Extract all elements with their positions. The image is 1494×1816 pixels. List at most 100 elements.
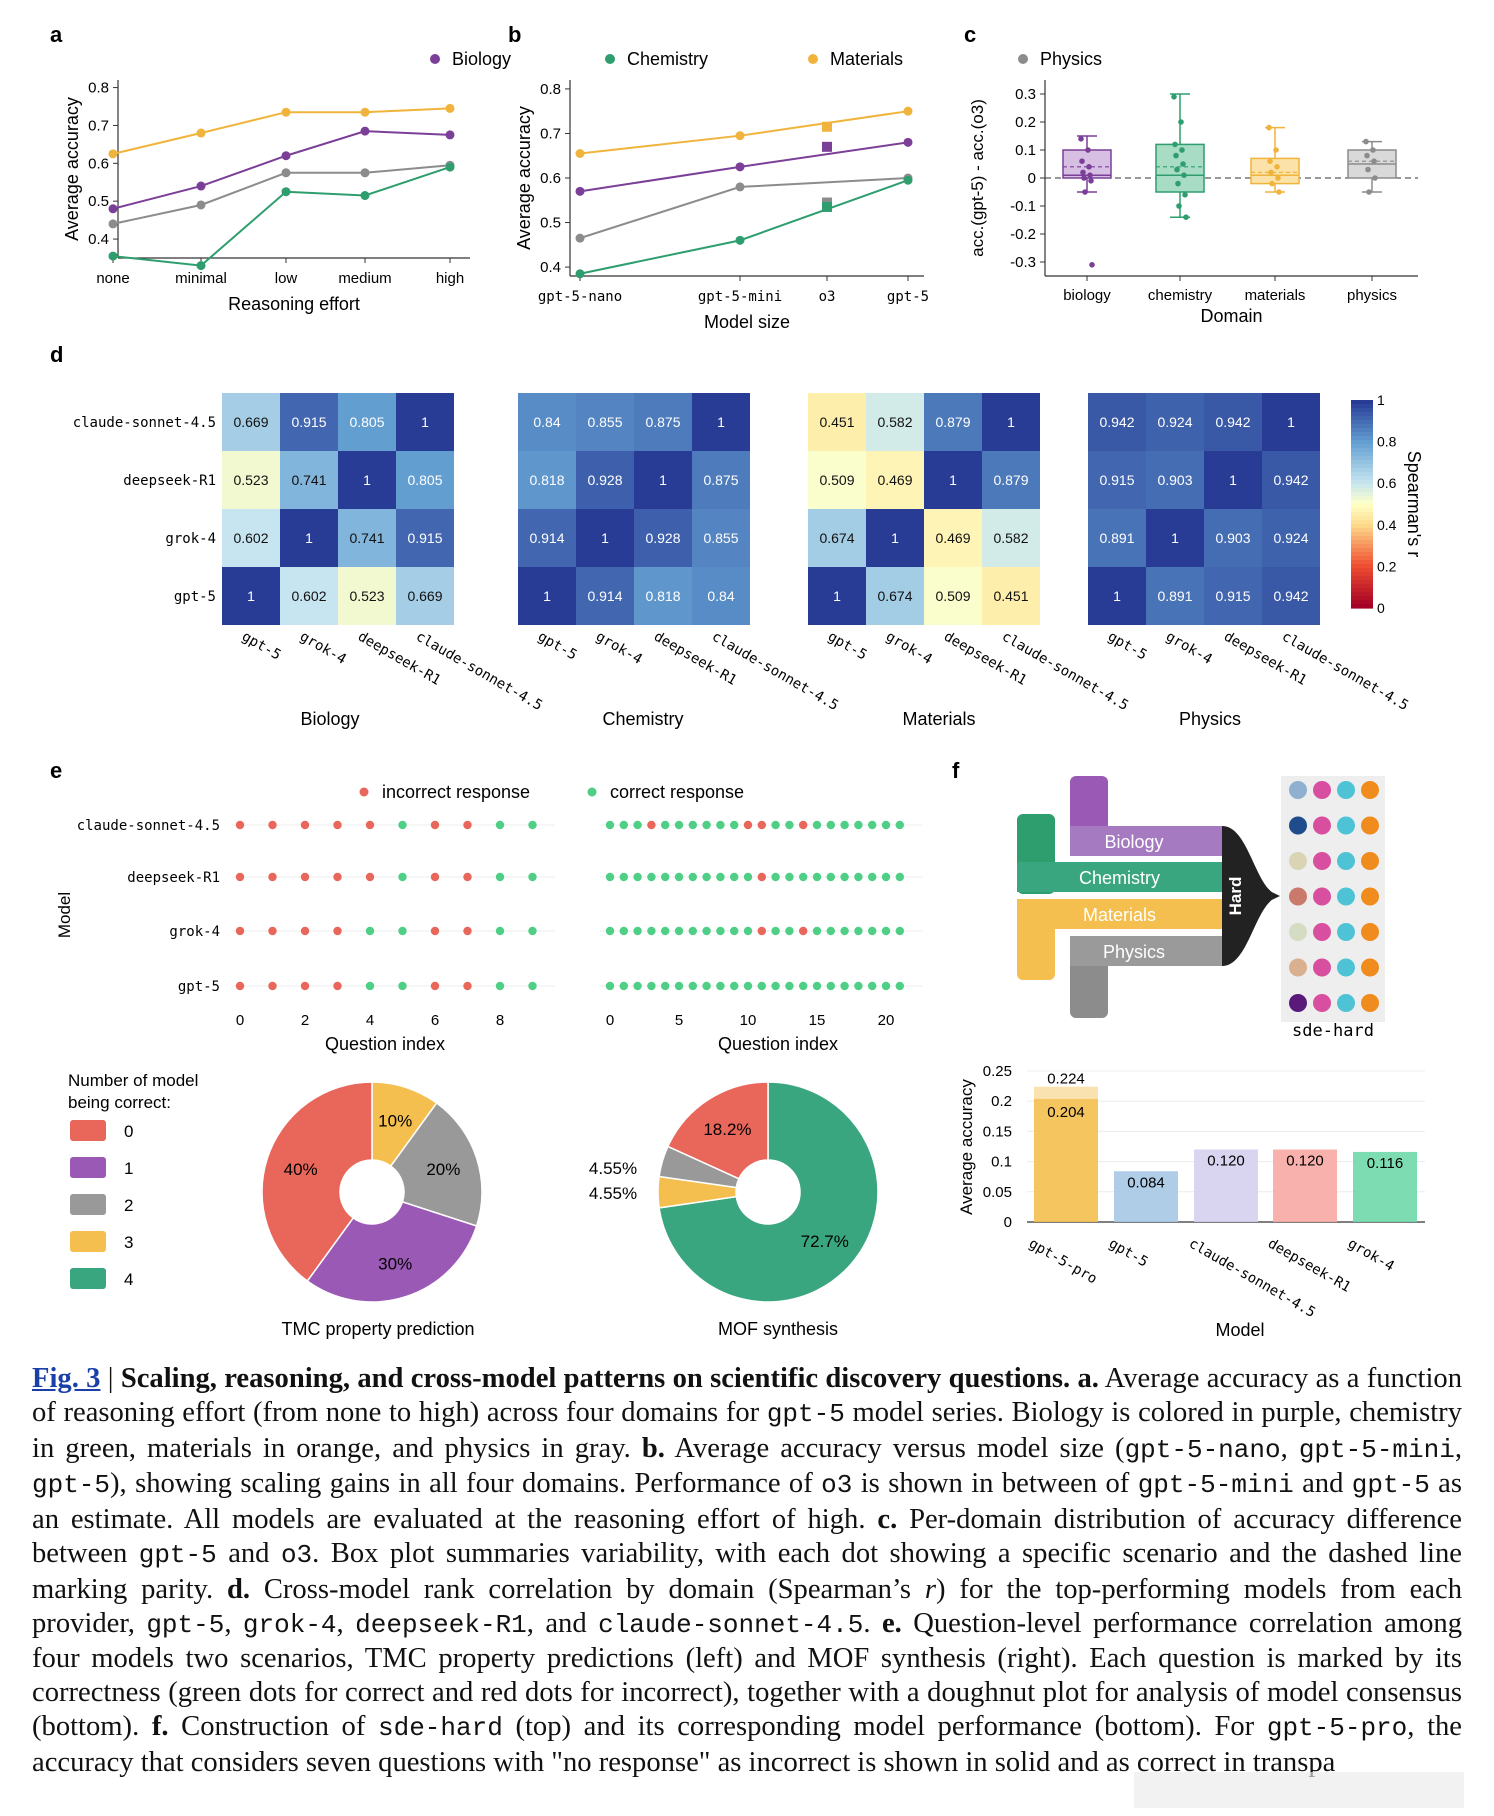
heatmap-cell (222, 509, 280, 567)
question-dot (785, 981, 794, 991)
colorbar-segment (1351, 432, 1373, 437)
x-tick-label: 8 (496, 1012, 504, 1029)
heatmap-cell (924, 509, 982, 567)
question-dot (1337, 958, 1355, 977)
y-tick-label: 0.1 (991, 1154, 1012, 1171)
question-dot (1361, 781, 1379, 799)
y-tick-label: 0.7 (88, 117, 109, 134)
legend-correct: correct response (610, 782, 744, 802)
scenario-dot (1088, 178, 1094, 184)
question-dot (702, 820, 711, 830)
legend-label: 1 (124, 1159, 133, 1178)
heatmap-cell (808, 567, 866, 625)
heatmap-value: 0.903 (1157, 472, 1192, 488)
heatmap-cell (924, 393, 982, 451)
scenario-dot (1171, 94, 1177, 100)
heatmap-cell (808, 451, 866, 509)
scenario-dot (1366, 189, 1372, 195)
y-tick-label: 0.25 (983, 1063, 1012, 1080)
heatmap-cell (1204, 393, 1262, 451)
question-dot (771, 926, 780, 936)
x-axis-label: Reasoning effort (228, 294, 360, 314)
x-tick-label: biology (1063, 287, 1111, 304)
question-dot (463, 926, 472, 936)
colorbar-segment (1351, 564, 1373, 569)
data-point-physics (360, 168, 370, 178)
question-dot (1337, 887, 1355, 906)
data-point-materials (735, 131, 745, 141)
question-dot (619, 981, 628, 991)
scenario-dot (1266, 124, 1272, 131)
question-dot (868, 820, 877, 830)
pie-slice (666, 1081, 769, 1180)
heatmap-value: 0.602 (233, 530, 268, 546)
question-dot (1361, 923, 1379, 941)
scenario-dot (1371, 158, 1377, 164)
question-dot (333, 926, 342, 936)
heatmap-value: 0.915 (291, 414, 326, 430)
legend-title-line2: being correct: (68, 1093, 171, 1112)
pie-label: 40% (284, 1160, 318, 1179)
pie-label: 72.7% (801, 1232, 849, 1251)
watermark-overlay (1134, 1772, 1464, 1808)
question-dot (1361, 816, 1379, 835)
caption-text: , (1454, 1432, 1462, 1464)
x-tick-label: gpt-5 (1106, 1236, 1151, 1271)
model-label: deepseek-R1 (127, 870, 220, 886)
x-axis-label: Domain (1200, 306, 1262, 326)
question-dot (785, 926, 794, 936)
legend-marker-correct (587, 787, 597, 797)
colorbar-segment (1351, 556, 1373, 561)
panel-label-c: c (964, 22, 976, 47)
colorbar-segment (1351, 420, 1373, 425)
heatmap-cell (866, 567, 924, 625)
colorbar-segment (1351, 572, 1373, 577)
heatmap-value: 1 (363, 472, 371, 488)
question-dot (716, 981, 725, 991)
scenario-dot (1176, 203, 1182, 209)
heatmap-cell (280, 567, 338, 625)
o3-marker-biology (822, 141, 832, 152)
question-dot (647, 926, 656, 936)
question-dot (812, 872, 822, 882)
colorbar-segment (1351, 460, 1373, 465)
question-dot (868, 872, 877, 882)
data-point-biology (735, 162, 745, 172)
question-dot (235, 820, 245, 830)
colorbar-segment (1351, 448, 1373, 453)
x-tick-label: o3 (819, 289, 836, 305)
heatmap-value: 1 (1007, 414, 1015, 430)
pie-slice (306, 1200, 478, 1303)
caption-text: Average accuracy versus model size ( (664, 1432, 1125, 1464)
question-dot (619, 926, 628, 936)
question-dot (1361, 852, 1379, 870)
caption-separator: | (100, 1363, 121, 1394)
heatmap-value: 0.879 (935, 414, 970, 430)
funnel-arrow (1255, 884, 1280, 908)
caption-code: gpt-5 (766, 1398, 845, 1429)
y-tick-label: 0.05 (983, 1184, 1012, 1201)
question-dot (528, 926, 537, 936)
colorbar-segment (1351, 524, 1373, 529)
question-dot (1289, 958, 1307, 977)
figure-reference-link[interactable]: Fig. 3 (32, 1363, 101, 1394)
flow-band-biology (1070, 826, 1222, 856)
heatmap-value: 0.523 (233, 472, 268, 488)
panel-label-b: b (508, 22, 521, 47)
x-tick-label: low (275, 270, 298, 287)
question-dot (300, 872, 310, 882)
heatmap-value: 1 (1287, 414, 1295, 430)
colorbar-segment (1351, 588, 1373, 593)
colorbar-segment (1351, 444, 1373, 449)
legend-chemistry: Chemistry (627, 49, 708, 69)
question-dot (605, 926, 615, 936)
scenario-dot (1183, 214, 1189, 220)
heatmap-value: 0.669 (233, 414, 268, 430)
y-tick-label: 0.7 (540, 125, 561, 142)
scenario-dot (1178, 119, 1184, 125)
caption-code: deepseek-R1 (355, 1609, 527, 1640)
scenario-dot (1364, 152, 1370, 159)
heatmap-cell (396, 451, 454, 509)
question-dot (235, 872, 245, 882)
caption-text: as an estimate. All models are evaluated… (32, 1468, 1462, 1536)
